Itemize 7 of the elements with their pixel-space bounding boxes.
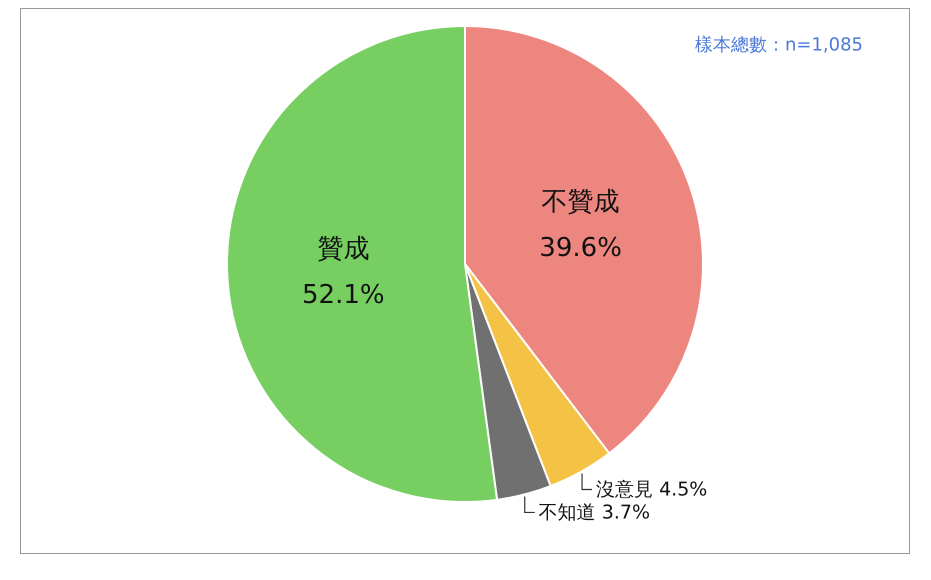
slice-label: 不知道 3.7% bbox=[538, 501, 650, 524]
data-label: 52.1% bbox=[302, 280, 385, 310]
text: 樣本總數：n=1,085 bbox=[694, 34, 864, 56]
slice-label: 不贊成 bbox=[542, 186, 620, 217]
data-label: 39.6% bbox=[539, 232, 622, 263]
slice-label: 贊成 bbox=[317, 234, 370, 264]
slice-label: 沒意見 4.5% bbox=[596, 478, 708, 501]
